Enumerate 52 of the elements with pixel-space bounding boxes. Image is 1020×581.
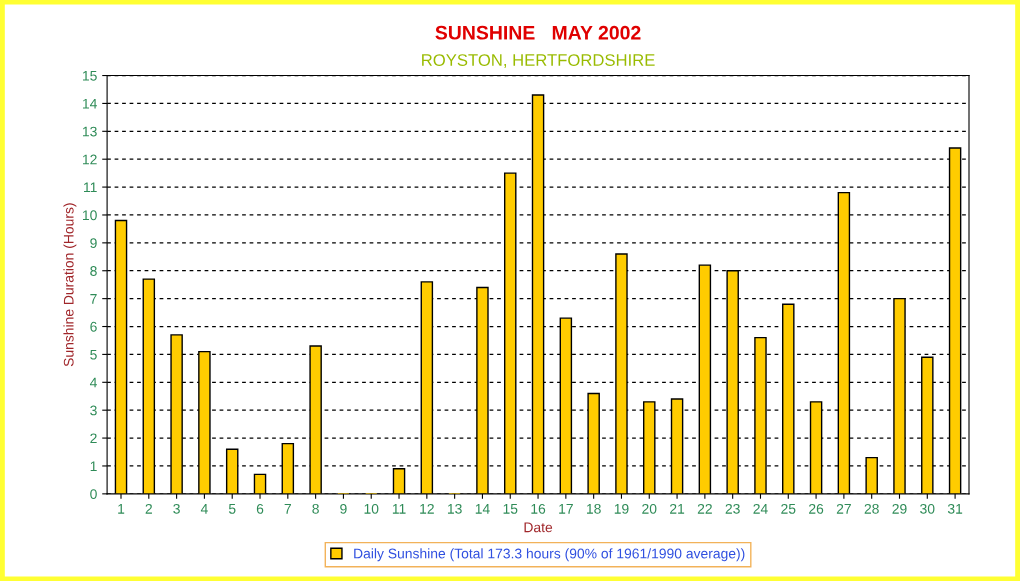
y-tick-label: 0 xyxy=(90,489,97,500)
x-tick-label: 24 xyxy=(753,503,768,514)
y-tick-label: 8 xyxy=(90,266,97,276)
x-tick-label: 2 xyxy=(145,503,152,514)
x-tick-label: 27 xyxy=(836,503,851,514)
x-tick-label: 22 xyxy=(697,503,712,514)
x-tick-label: 20 xyxy=(642,503,657,514)
x-tick-label: 17 xyxy=(559,504,573,514)
x-tick-label: 9 xyxy=(340,503,347,514)
x-tick-label: 28 xyxy=(864,503,879,514)
y-tick-label: 4 xyxy=(89,377,97,388)
x-tick-label: 19 xyxy=(614,503,629,514)
x-tick-label: 4 xyxy=(200,504,208,514)
x-axis-title: Date xyxy=(524,522,553,533)
x-tick-label: 16 xyxy=(531,503,546,514)
y-tick-label: 2 xyxy=(90,433,97,444)
y-tick-label: 1 xyxy=(90,461,97,471)
chart-title: SUNSHINE MAY 2002 xyxy=(435,25,641,40)
x-tick-label: 7 xyxy=(284,504,291,514)
x-tick-label: 13 xyxy=(447,503,462,514)
y-tick-label: 6 xyxy=(90,321,97,332)
x-tick-label: 5 xyxy=(228,504,236,514)
y-tick-label: 3 xyxy=(90,405,97,416)
x-tick-label: 1 xyxy=(118,504,125,514)
legend-label: Daily Sunshine (Total 173.3 hours (90% of 1961/1990 average)) xyxy=(354,548,745,562)
x-tick-label: 8 xyxy=(312,503,319,514)
x-tick-label: 29 xyxy=(892,503,907,514)
x-tick-label: 18 xyxy=(586,503,601,514)
x-tick-label: 6 xyxy=(256,503,264,514)
x-tick-label: 3 xyxy=(173,503,180,514)
y-tick-label: 15 xyxy=(82,71,97,81)
y-tick-label: 10 xyxy=(82,210,97,221)
y-tick-label: 11 xyxy=(84,182,97,193)
y-tick-label: 7 xyxy=(90,294,97,304)
x-tick-label: 31 xyxy=(947,503,963,514)
x-tick-label: 15 xyxy=(503,504,518,514)
x-tick-label: 30 xyxy=(920,503,935,514)
y-axis-title: Sunshine Duration (Hours) xyxy=(63,203,77,367)
x-tick-label: 12 xyxy=(420,503,434,514)
y-tick-label: 12 xyxy=(82,154,97,165)
x-tick-label: 14 xyxy=(475,504,490,514)
y-tick-label: 13 xyxy=(82,126,97,137)
x-tick-label: 11 xyxy=(392,504,406,514)
y-tick-label: 14 xyxy=(82,98,97,109)
x-tick-label: 26 xyxy=(809,503,824,514)
x-tick-label: 25 xyxy=(781,503,796,514)
x-tick-label: 21 xyxy=(670,503,685,514)
x-tick-label: 10 xyxy=(364,503,379,514)
y-tick-label: 9 xyxy=(90,238,97,249)
x-tick-label: 23 xyxy=(725,503,740,514)
chart-subtitle: ROYSTON, HERTFORDSHIRE xyxy=(422,54,655,68)
y-tick-label: 5 xyxy=(90,349,97,360)
